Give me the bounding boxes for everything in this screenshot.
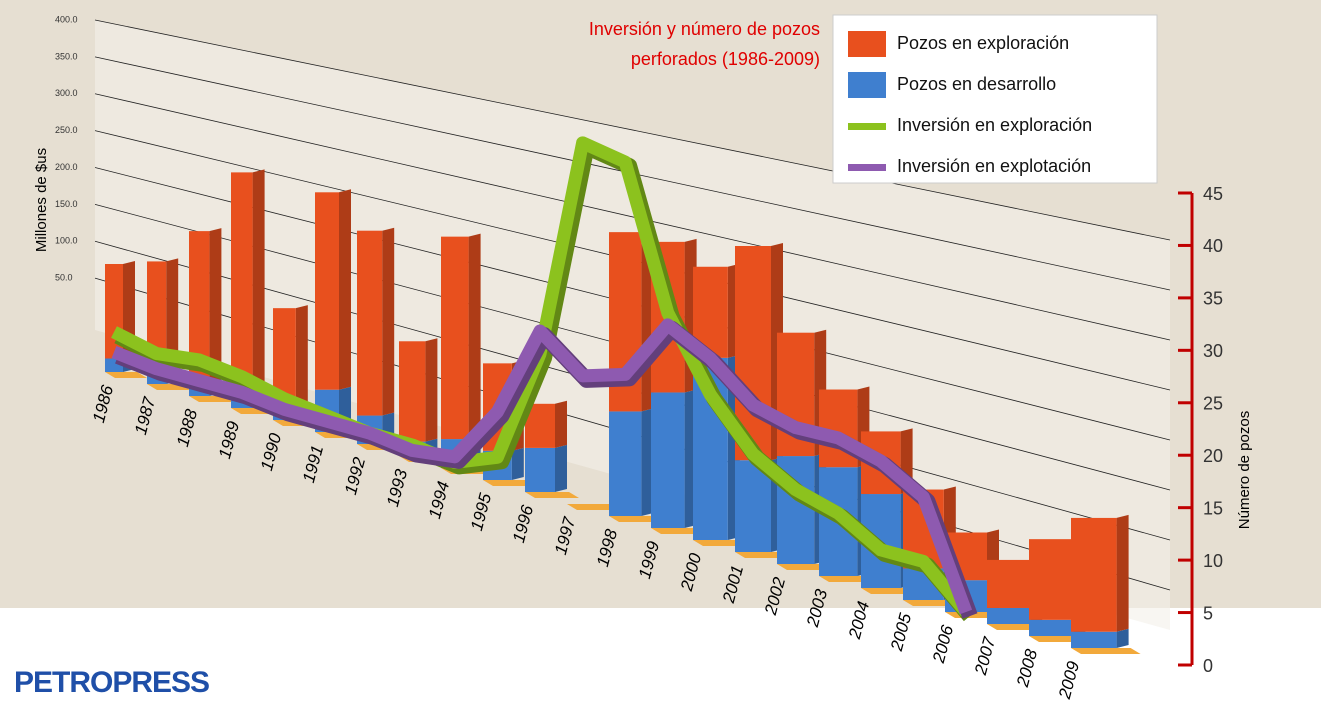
y2-tick-label: 15	[1203, 498, 1223, 518]
y2-tick-label: 10	[1203, 551, 1223, 571]
chart: 50.0 100.0 150.0 200.0 250.0 300.0 350.0 400.0 0…	[0, 0, 1321, 713]
bar	[1029, 620, 1073, 636]
y-tick-label: 400.0	[55, 14, 78, 24]
bar	[609, 411, 641, 516]
bar-side	[296, 305, 308, 406]
y2-tick-label: 30	[1203, 341, 1223, 361]
bar	[651, 392, 685, 528]
y-tick-label: 250.0	[55, 125, 78, 135]
bar-side	[1117, 515, 1129, 632]
x-tick-label: 2007	[971, 635, 1000, 678]
chart-title: Inversión y número de pozos	[589, 19, 820, 39]
x-tick-label: 2008	[1013, 647, 1042, 690]
y-tick-label: 50.0	[55, 273, 73, 283]
legend-swatch	[848, 123, 886, 130]
bar-side	[555, 401, 567, 448]
y-tick-label: 200.0	[55, 162, 78, 172]
bar-side	[1117, 629, 1129, 648]
bar	[987, 560, 1030, 608]
y-tick-label: 100.0	[55, 236, 78, 246]
y2-tick-label: 25	[1203, 394, 1223, 414]
bar	[1029, 539, 1073, 620]
bar	[441, 237, 469, 439]
bar	[357, 231, 382, 416]
x-tick-label: 2006	[929, 623, 958, 666]
bar-side	[339, 189, 351, 389]
bar	[1071, 632, 1117, 648]
bar-side	[555, 445, 567, 492]
y2-tick-label: 40	[1203, 236, 1223, 256]
legend-swatch	[848, 72, 886, 98]
bar	[315, 192, 339, 389]
bar	[525, 448, 555, 492]
legend-label: Inversión en exploración	[897, 115, 1092, 135]
legend-label: Pozos en desarrollo	[897, 74, 1056, 94]
y2-axis-label: Número de pozos	[1236, 411, 1253, 529]
bar	[987, 608, 1030, 624]
bar	[399, 341, 425, 441]
bar	[1071, 518, 1117, 632]
x-tick-label: 2005	[887, 611, 916, 654]
bar	[231, 172, 253, 394]
y2-tick-label: 0	[1203, 656, 1213, 676]
y2-tick-label: 20	[1203, 446, 1223, 466]
legend-label: Inversión en explotación	[897, 156, 1091, 176]
chart-title: perforados (1986-2009)	[631, 49, 820, 69]
y2-tick-label: 35	[1203, 289, 1223, 309]
bar-side	[425, 338, 437, 441]
legend-label: Pozos en exploración	[897, 33, 1069, 53]
y-tick-label: 350.0	[55, 51, 78, 61]
y2-tick-label: 5	[1203, 603, 1213, 623]
bar-side	[469, 234, 481, 439]
x-tick-label: 2009	[1055, 659, 1084, 702]
y-tick-label: 300.0	[55, 88, 78, 98]
logo: PETROPRESS	[14, 666, 209, 699]
floor-tile	[1071, 648, 1141, 654]
legend-swatch	[848, 164, 886, 171]
legend-swatch	[848, 31, 886, 57]
bar-side	[253, 169, 265, 394]
y-axis-label: Millones de $us	[33, 148, 50, 252]
y-tick-label: 150.0	[55, 199, 78, 209]
y2-tick-label: 45	[1203, 184, 1223, 204]
bar-side	[382, 228, 394, 416]
